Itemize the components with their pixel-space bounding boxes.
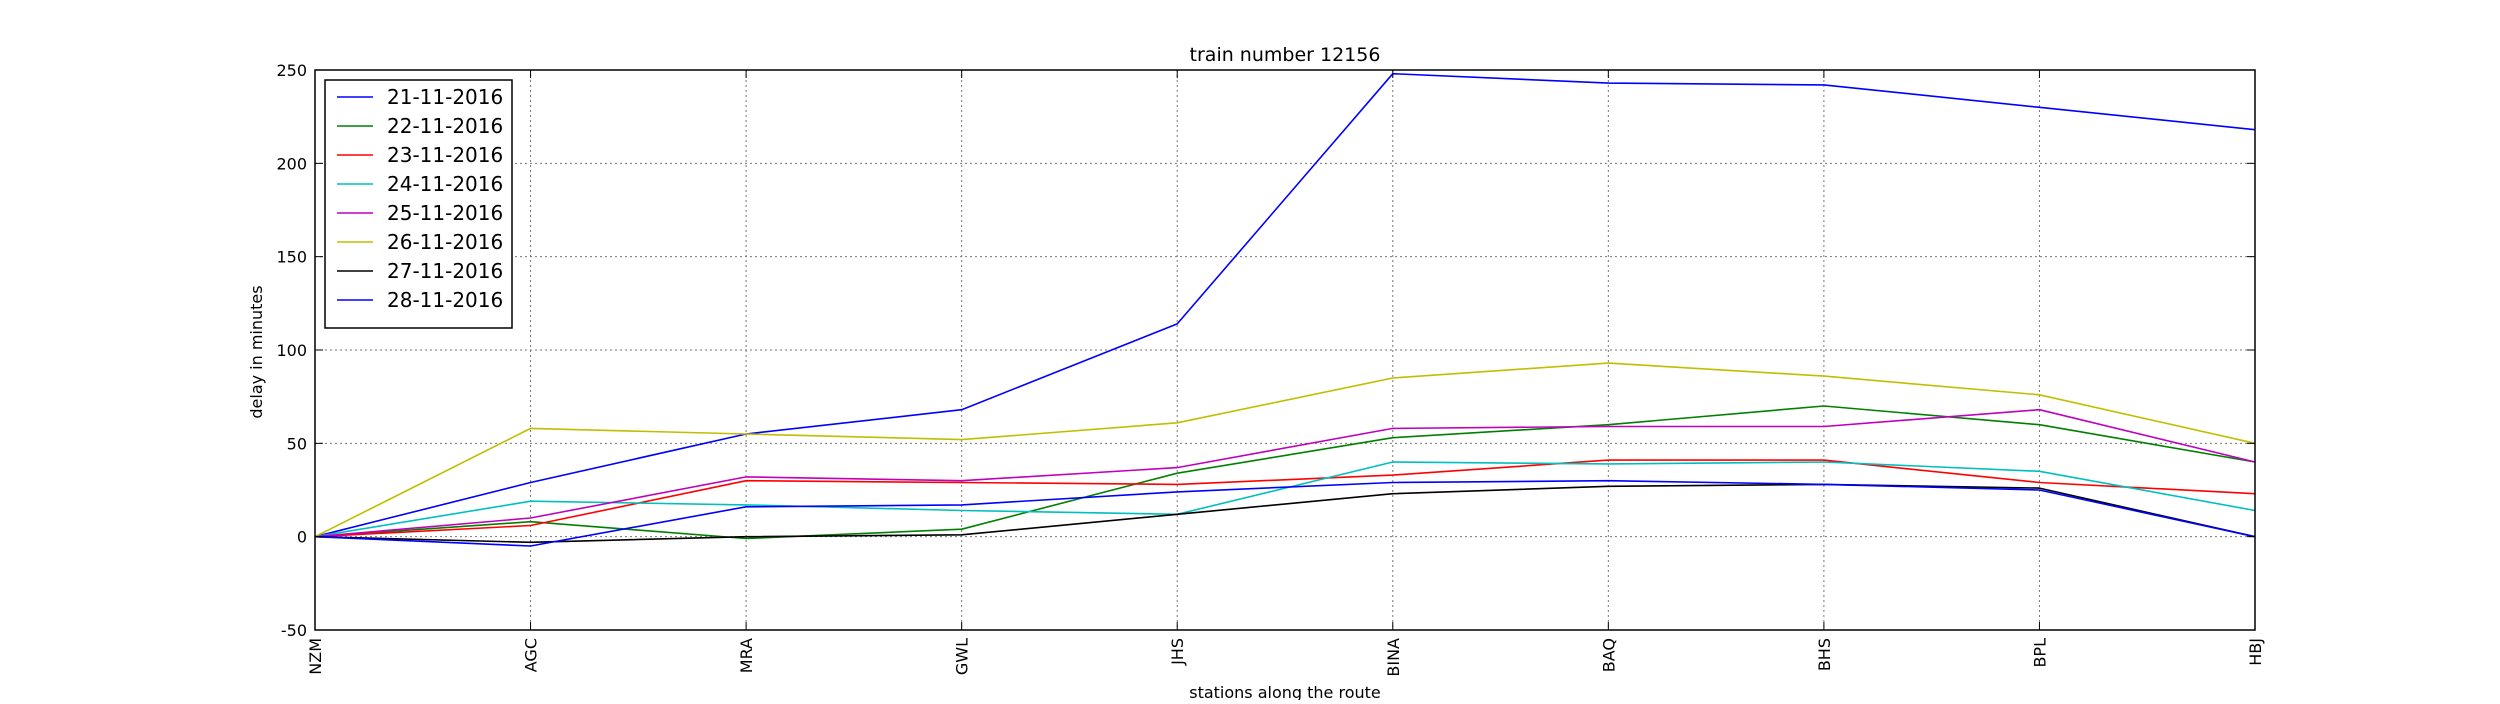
x-tick-label: HBJ <box>2246 638 2265 666</box>
chart-legend: 21-11-2016 22-11-2016 23-11-2016 24-11-2016… <box>324 79 513 329</box>
legend-label: 26-11-2016 <box>387 230 503 254</box>
y-tick-label: 200 <box>276 154 307 173</box>
x-axis-label: stations along the route <box>1189 683 1381 700</box>
series-line <box>314 408 2256 538</box>
series-line <box>314 461 2256 538</box>
x-tick-label: MRA <box>737 638 756 673</box>
x-tick-label: JHS <box>1168 638 1187 666</box>
legend-label: 28-11-2016 <box>387 288 503 312</box>
y-tick-label: -50 <box>281 621 307 640</box>
series-line <box>314 405 2256 540</box>
y-tick-label: 50 <box>287 434 307 453</box>
series-line <box>314 362 2256 538</box>
legend-label: 22-11-2016 <box>387 114 503 138</box>
legend-label: 21-11-2016 <box>387 85 503 109</box>
legend-label: 24-11-2016 <box>387 172 503 196</box>
y-tick-label: 150 <box>276 248 307 267</box>
x-tick-label: GWL <box>953 638 972 675</box>
x-tick-label: BINA <box>1384 638 1403 677</box>
legend-label: 23-11-2016 <box>387 143 503 167</box>
chart-title: train number 12156 <box>1190 44 1381 66</box>
y-tick-label: 250 <box>276 61 307 80</box>
series-line <box>314 72 2256 538</box>
y-axis-label: delay in minutes <box>247 285 266 418</box>
x-tick-label: NZM <box>306 638 325 675</box>
series-line <box>314 483 2256 544</box>
series-line <box>314 459 2256 538</box>
legend-frame <box>324 79 513 329</box>
x-tick-label: BAQ <box>1599 638 1618 672</box>
series-line <box>314 479 2256 547</box>
x-tick-label: BPL <box>2030 638 2049 668</box>
x-tick-label: BHS <box>1815 638 1834 671</box>
y-tick-label: 100 <box>276 341 307 360</box>
legend-label: 27-11-2016 <box>387 259 503 283</box>
y-tick-label: 0 <box>297 528 307 547</box>
x-tick-label: AGC <box>522 638 541 672</box>
legend-label: 25-11-2016 <box>387 201 503 225</box>
